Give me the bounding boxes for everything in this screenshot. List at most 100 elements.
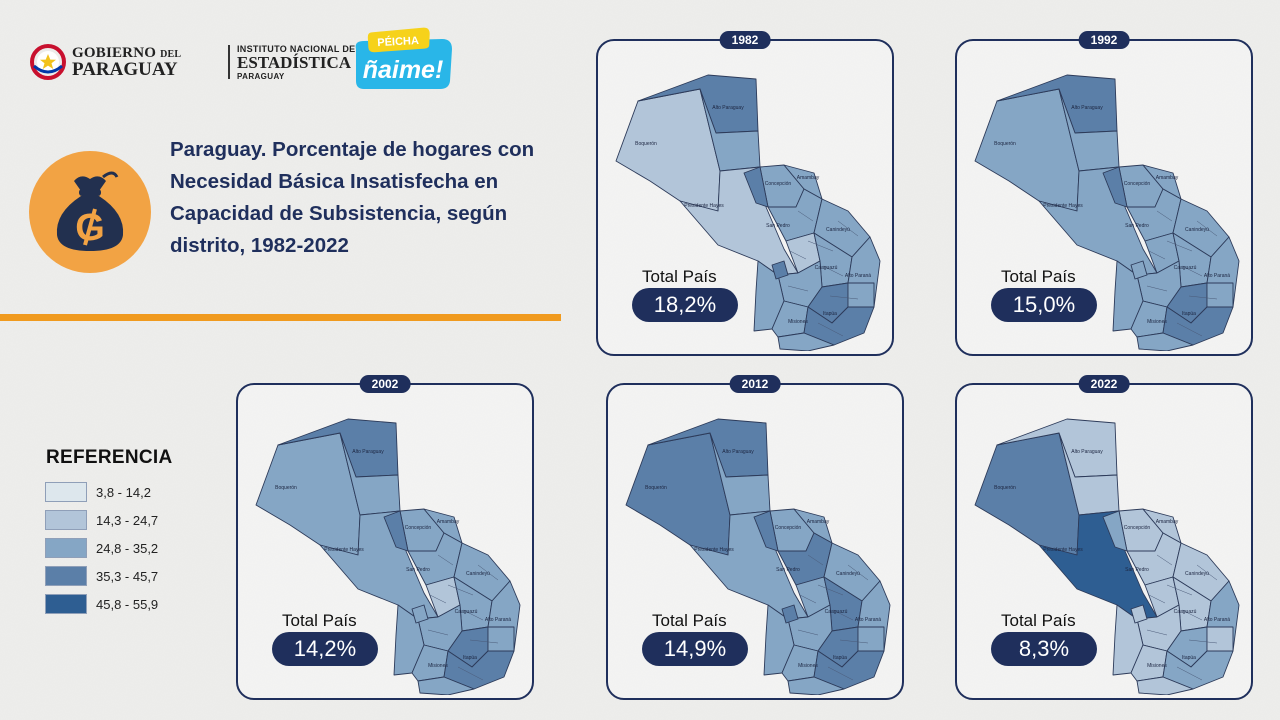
district-line xyxy=(1148,250,1166,260)
legend-swatch xyxy=(45,566,87,586)
map-region xyxy=(1038,510,1158,620)
map-region xyxy=(1206,626,1234,652)
map-region xyxy=(339,432,401,516)
district-line xyxy=(1166,584,1193,596)
gov-line-1: GOBIERNO DEL xyxy=(72,45,182,61)
district-line xyxy=(477,564,499,581)
district-line xyxy=(837,220,859,237)
department-label: Misiones xyxy=(788,319,808,325)
district-line xyxy=(827,666,854,681)
department-label: Itapúa xyxy=(1182,655,1196,661)
ine-line-2: ESTADÍSTICA xyxy=(237,53,352,72)
department-label: Alto Paraguay xyxy=(712,105,744,111)
district-line xyxy=(462,609,484,621)
total-pais-label: Total País xyxy=(282,611,357,630)
page-title: Paraguay. Porcentaje de hogares con Nece… xyxy=(170,138,535,257)
district-line xyxy=(839,639,869,644)
district-line xyxy=(427,629,449,636)
district-line xyxy=(1181,265,1203,277)
district-line xyxy=(1196,220,1218,237)
paraguay-seal-icon xyxy=(30,44,66,80)
district-line xyxy=(1156,210,1173,222)
map-region xyxy=(1136,676,1194,695)
legend-swatch xyxy=(45,594,87,614)
logo-divider xyxy=(228,45,230,79)
district-map: Boquerón Alto Paraguay Presidente Hayes Con… xyxy=(615,74,881,351)
department-label: Boquerón xyxy=(645,485,667,491)
year-badge: 1982 xyxy=(719,31,771,49)
total-pais-label: Total País xyxy=(1001,267,1076,286)
department-label: Presidente Hayes xyxy=(324,547,364,553)
department-label: Caaguazú xyxy=(455,609,478,615)
department-label: Concepción xyxy=(1124,525,1151,531)
map-region xyxy=(787,676,845,695)
department-label: San Pedro xyxy=(1125,567,1149,573)
department-label: Alto Paraná xyxy=(485,617,511,623)
legend-swatch xyxy=(45,510,87,530)
legend-label: 24,8 - 35,2 xyxy=(96,541,159,556)
department-label: Boquerón xyxy=(994,141,1016,147)
map-region xyxy=(771,260,789,280)
legend-item: 35,3 - 45,7 xyxy=(45,566,205,594)
department-label: Amambay xyxy=(1156,175,1179,181)
district-line xyxy=(1176,322,1203,337)
map-panel-2012: 2012 Boquerón Alto Paraguay Presidente Haye… xyxy=(606,375,904,700)
map-region xyxy=(411,604,429,624)
orange-divider xyxy=(0,314,561,321)
department-label: San Pedro xyxy=(776,567,800,573)
legend-label: 14,3 - 24,7 xyxy=(96,513,159,528)
map-region xyxy=(777,332,835,351)
district-line xyxy=(469,639,499,644)
map-region xyxy=(1058,432,1120,516)
department-label: Presidente Hayes xyxy=(684,203,724,209)
map-region xyxy=(679,166,799,276)
district-line xyxy=(829,295,859,300)
ine-line-1: INSTITUTO NACIONAL DE xyxy=(237,44,356,54)
department-label: Caaguazú xyxy=(1174,609,1197,615)
district-line xyxy=(847,564,869,581)
department-label: Presidente Hayes xyxy=(1043,547,1083,553)
year-badge: 2022 xyxy=(1078,375,1130,393)
total-pais-value: 14,9% xyxy=(642,632,748,666)
map-region xyxy=(417,676,475,695)
department-label: Itapúa xyxy=(1182,311,1196,317)
department-label: Alto Paraguay xyxy=(722,449,754,455)
map-region xyxy=(487,626,515,652)
district-line xyxy=(1148,594,1166,604)
district-line xyxy=(1196,564,1218,581)
department-label: Canindeyú xyxy=(1185,227,1209,233)
district-line xyxy=(429,594,447,604)
department-label: Misiones xyxy=(428,663,448,669)
map-region xyxy=(1130,604,1148,624)
department-label: Amambay xyxy=(797,175,820,181)
district-line xyxy=(787,285,809,292)
money-bag-icon: G xyxy=(29,151,151,273)
department-label: Canindeyú xyxy=(466,571,490,577)
map-region xyxy=(781,604,799,624)
map-region xyxy=(1038,166,1158,276)
year-badge: 1992 xyxy=(1078,31,1130,49)
map-region xyxy=(709,432,771,516)
district-line xyxy=(437,554,454,566)
total-pais-label: Total País xyxy=(1001,611,1076,630)
department-label: Boquerón xyxy=(635,141,657,147)
department-label: Misiones xyxy=(1147,319,1167,325)
department-label: Misiones xyxy=(798,663,818,669)
district-map: Boquerón Alto Paraguay Presidente Hayes Con… xyxy=(625,418,891,695)
district-line xyxy=(817,584,844,596)
department-label: Alto Paraguay xyxy=(352,449,384,455)
legend-label: 45,8 - 55,9 xyxy=(96,597,159,612)
department-label: Concepción xyxy=(405,525,432,531)
department-label: Concepción xyxy=(1124,181,1151,187)
total-pais-value: 8,3% xyxy=(991,632,1097,666)
department-label: Presidente Hayes xyxy=(1043,203,1083,209)
district-line xyxy=(447,584,474,596)
total-pais-value: 14,2% xyxy=(272,632,378,666)
map-panel-2002: 2002 Boquerón Alto Paraguay Presidente Haye… xyxy=(236,375,534,700)
map-region xyxy=(1058,88,1120,172)
district-line xyxy=(789,250,807,260)
department-label: San Pedro xyxy=(406,567,430,573)
department-label: Boquerón xyxy=(994,485,1016,491)
legend-swatch xyxy=(45,482,87,502)
department-label: Alto Paraná xyxy=(855,617,881,623)
